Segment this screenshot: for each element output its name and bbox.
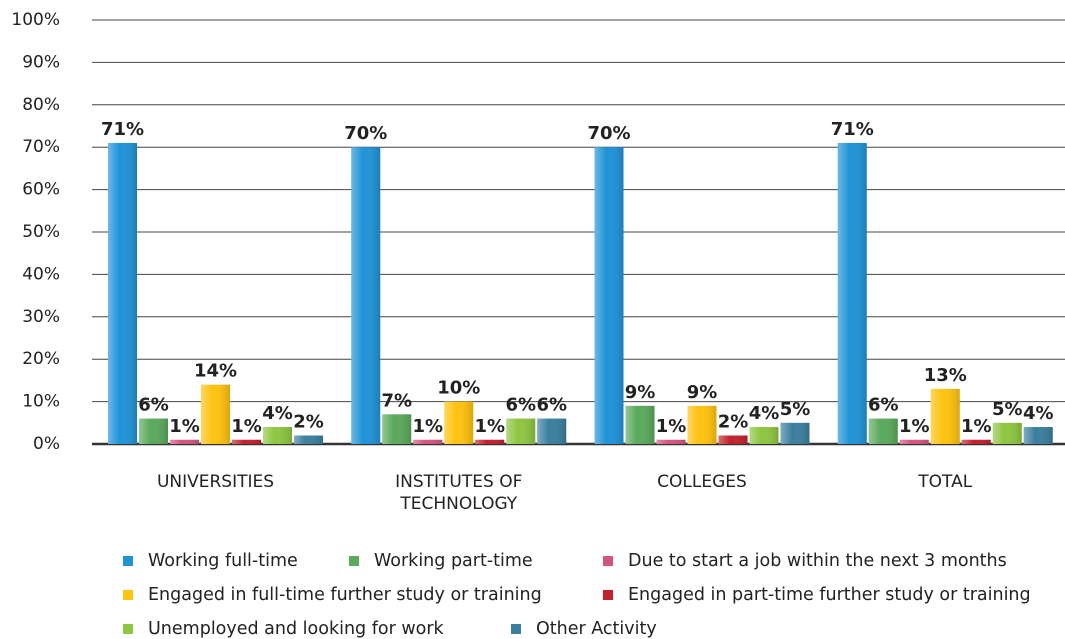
- data-label: 1%: [412, 416, 443, 437]
- data-label: 5%: [780, 399, 811, 420]
- data-label: 4%: [1023, 403, 1054, 424]
- data-label: 5%: [992, 399, 1023, 420]
- data-label: 10%: [437, 378, 480, 399]
- bar-shade: [687, 405, 717, 444]
- data-label: 9%: [687, 382, 718, 403]
- y-tick-label: 30%: [22, 307, 60, 327]
- data-label: 6%: [536, 395, 567, 416]
- y-tick-label: 40%: [22, 264, 60, 284]
- bar-shade: [201, 384, 230, 444]
- data-label: 1%: [231, 416, 262, 437]
- bar-shade: [930, 388, 960, 444]
- x-tick-label: COLLEGES: [657, 472, 747, 492]
- data-label: 1%: [961, 416, 992, 437]
- legend-label: Working part-time: [374, 551, 533, 571]
- x-tick-label: TOTAL: [918, 472, 973, 492]
- bar-shade: [868, 418, 898, 444]
- legend-swatch: [123, 556, 133, 566]
- legend-label: Working full-time: [148, 551, 298, 571]
- legend-swatch: [603, 556, 613, 566]
- x-tick-label: INSTITUTES OF TECHNOLOGY: [395, 472, 523, 514]
- y-tick-label: 10%: [22, 392, 60, 412]
- legend-swatch: [123, 624, 133, 634]
- bar-shade: [475, 439, 505, 444]
- y-tick-label: 100%: [11, 10, 60, 30]
- data-label: 2%: [293, 412, 324, 433]
- bar-shade: [1023, 427, 1053, 444]
- data-label: 13%: [924, 365, 967, 386]
- bar-shade: [170, 439, 199, 444]
- data-label: 6%: [505, 395, 536, 416]
- data-label: 6%: [138, 395, 169, 416]
- legend-label: Due to start a job within the next 3 mon…: [628, 551, 1007, 571]
- bar-shade: [718, 435, 748, 444]
- data-label: 70%: [344, 123, 387, 144]
- y-tick-label: 20%: [22, 349, 60, 369]
- legend-swatch: [603, 590, 613, 600]
- data-label: 6%: [868, 395, 899, 416]
- bar-shade: [506, 418, 536, 444]
- data-label: 1%: [899, 416, 930, 437]
- legend-label: Unemployed and looking for work: [148, 619, 445, 639]
- y-tick-label: 60%: [22, 180, 60, 200]
- bar-shade: [444, 401, 474, 444]
- data-label: 4%: [262, 403, 293, 424]
- data-label: 9%: [625, 382, 656, 403]
- bar-shade: [232, 439, 261, 444]
- data-label: 14%: [194, 361, 237, 382]
- bar-shade: [413, 439, 443, 444]
- data-label: 4%: [749, 403, 780, 424]
- bar-shade: [899, 439, 929, 444]
- y-tick-label: 50%: [22, 222, 60, 242]
- legend-swatch: [123, 590, 133, 600]
- data-label: 7%: [381, 390, 412, 411]
- bar-shade: [837, 142, 867, 444]
- legend-swatch: [349, 556, 359, 566]
- bar-shade: [351, 147, 381, 444]
- bar-shade: [625, 405, 655, 444]
- data-label: 1%: [169, 416, 200, 437]
- legend-label: Engaged in part-time further study or tr…: [628, 585, 1031, 605]
- bar-shade: [263, 427, 292, 444]
- legend-label: Other Activity: [536, 619, 657, 639]
- y-tick-label: 90%: [22, 52, 60, 72]
- data-label: 71%: [101, 119, 144, 140]
- data-label: 2%: [718, 412, 749, 433]
- y-tick-label: 0%: [33, 434, 60, 454]
- bar-shade: [108, 142, 137, 444]
- bar-shade: [294, 435, 323, 444]
- y-tick-label: 80%: [22, 95, 60, 115]
- bar-shade: [992, 422, 1022, 444]
- legend-label: Engaged in full-time further study or tr…: [148, 585, 542, 605]
- data-label: 1%: [656, 416, 687, 437]
- bar-shade: [780, 422, 810, 444]
- bar-shade: [139, 418, 168, 444]
- data-label: 71%: [831, 119, 874, 140]
- data-label: 1%: [474, 416, 505, 437]
- bar-shade: [656, 439, 686, 444]
- legend-swatch: [511, 624, 521, 634]
- bar-shade: [961, 439, 991, 444]
- bar-shade: [749, 427, 779, 444]
- bar-shade: [537, 418, 567, 444]
- data-label: 70%: [587, 123, 630, 144]
- bar-shade: [382, 414, 412, 444]
- bar-shade: [594, 147, 624, 444]
- x-tick-label: UNIVERSITIES: [156, 472, 275, 492]
- y-tick-label: 70%: [22, 137, 60, 157]
